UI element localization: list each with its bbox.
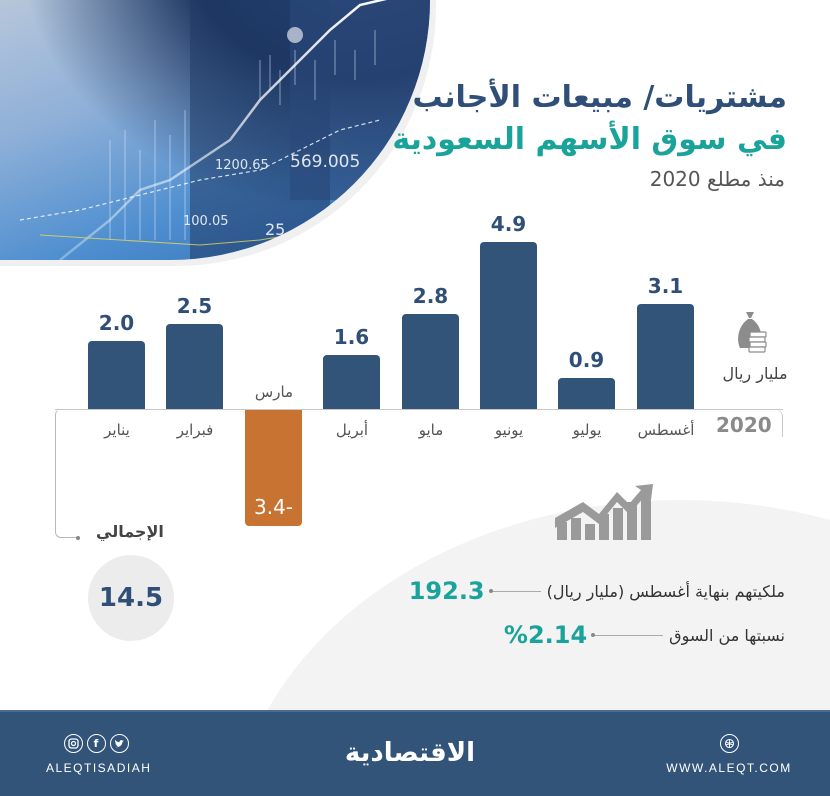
month-label: فبراير xyxy=(176,421,214,439)
stock-chart-graphic xyxy=(19,0,430,260)
hero-overlay-number: 25 xyxy=(265,220,286,239)
market-share-label: نسبتها من السوق xyxy=(669,625,785,645)
brand-logo: الاقتصادية xyxy=(344,738,475,768)
page-title-secondary: في سوق الأسهم السعودية xyxy=(392,122,787,157)
chart-bar xyxy=(166,324,223,409)
chart-bar xyxy=(637,304,694,409)
web-icon[interactable] xyxy=(719,734,739,753)
chart-bar xyxy=(480,242,537,409)
footer: f ALEQTISADIAH الاقتصادية WWW.ALEQT.COM xyxy=(0,710,830,796)
bar-value-label: 4.9 xyxy=(490,212,527,236)
unit-label: مليار ريال xyxy=(722,364,788,383)
month-label: أبريل xyxy=(335,421,369,439)
connector-line xyxy=(488,588,541,593)
connector-line xyxy=(591,632,664,637)
page-subtitle: منذ مطلع 2020 xyxy=(649,167,785,191)
ownership-label: ملكيتهم بنهاية أغسطس (مليار ريال) xyxy=(546,581,785,601)
social-handle[interactable]: ALEQTISADIAH xyxy=(46,761,152,775)
total-bracket xyxy=(55,409,80,540)
social-block: f ALEQTISADIAH xyxy=(46,734,152,775)
page-title: مشتريات/ مبيعات الأجانب xyxy=(412,80,787,115)
month-label: يوليو xyxy=(572,421,602,439)
facebook-icon[interactable]: f xyxy=(86,734,106,753)
chart-bar xyxy=(402,314,459,409)
total-label: الإجمالي xyxy=(96,522,164,541)
chart-bar xyxy=(323,355,380,409)
market-share-stat: نسبتها من السوق %2.14 xyxy=(503,621,785,649)
bar-value-label: 2.0 xyxy=(98,311,135,335)
instagram-icon[interactable] xyxy=(63,734,83,753)
total-value: 14.5 xyxy=(98,583,164,613)
month-label: مارس xyxy=(254,383,294,401)
bar-chart: 2020 مليار ريال 2.0 يناير 2.5 فبراير 3.4- مار… xyxy=(55,212,788,540)
trend-chart-icon xyxy=(555,484,653,540)
month-label: يونيو xyxy=(494,421,524,439)
twitter-icon[interactable] xyxy=(109,734,129,753)
bar-value-label: 3.4- xyxy=(253,495,294,519)
month-label: يناير xyxy=(104,421,130,439)
hero-overlay-number: 569.005 xyxy=(290,152,361,172)
money-bag-icon xyxy=(738,312,767,353)
chart-bar xyxy=(558,378,615,409)
bar-value-label: 2.5 xyxy=(176,294,213,318)
year-box xyxy=(700,409,783,437)
chart-bar xyxy=(245,410,302,526)
chart-bar xyxy=(88,341,145,409)
chart-baseline xyxy=(55,409,783,410)
bar-value-label: 2.8 xyxy=(412,284,449,308)
bar-value-label: 0.9 xyxy=(568,348,605,372)
month-label: أغسطس xyxy=(637,421,695,439)
website-link[interactable]: WWW.ALEQT.COM xyxy=(666,761,792,775)
month-label: مايو xyxy=(418,421,444,439)
website-block: WWW.ALEQT.COM xyxy=(664,734,794,775)
market-share-value: %2.14 xyxy=(503,621,588,649)
bar-value-label: 1.6 xyxy=(333,325,370,349)
ownership-value: 192.3 xyxy=(408,577,485,605)
bar-value-label: 3.1 xyxy=(647,274,684,298)
ownership-stat: ملكيتهم بنهاية أغسطس (مليار ريال) 192.3 xyxy=(408,577,785,605)
hero-image: 1200.65 569.005 100.05 25 xyxy=(0,0,430,260)
total-value-badge: 14.5 xyxy=(88,555,174,641)
hero-overlay-number: 100.05 xyxy=(183,214,229,229)
hero-overlay-number: 1200.65 xyxy=(215,158,269,173)
year-label: 2020 xyxy=(716,413,772,437)
